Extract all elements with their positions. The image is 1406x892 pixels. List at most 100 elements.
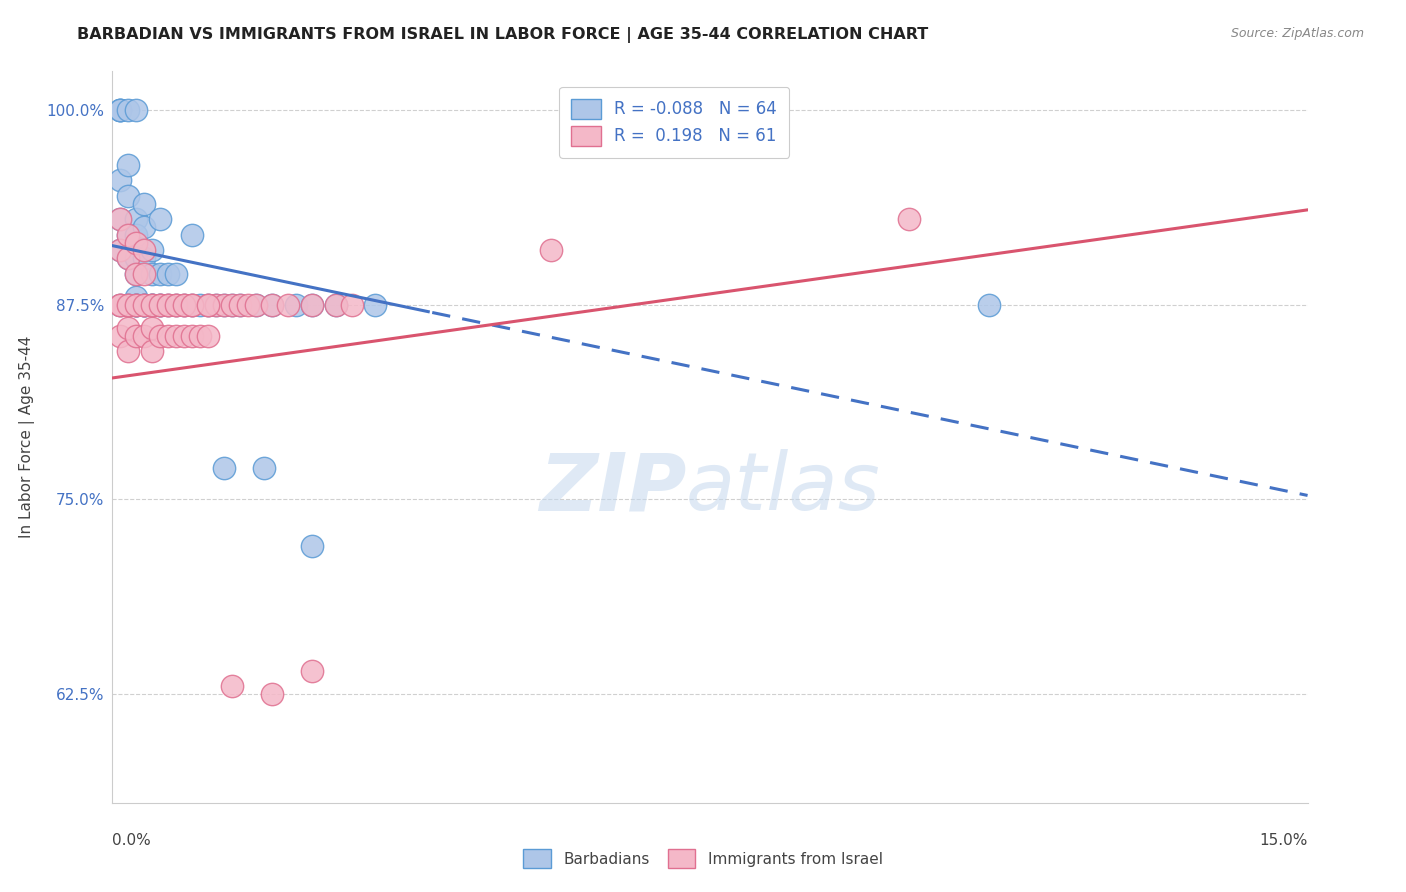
Point xyxy=(125,298,148,312)
Point xyxy=(173,329,195,343)
Point xyxy=(340,298,363,312)
Point xyxy=(173,298,195,312)
Point xyxy=(141,244,163,258)
Point xyxy=(165,298,187,312)
Point xyxy=(149,212,172,227)
Point xyxy=(110,298,132,312)
Point xyxy=(364,298,387,312)
Point xyxy=(173,298,195,312)
Point xyxy=(110,298,132,312)
Point xyxy=(181,298,204,312)
Point xyxy=(260,298,283,312)
Point xyxy=(110,103,132,118)
Point xyxy=(141,298,163,312)
Point xyxy=(134,298,156,312)
Point xyxy=(125,329,148,343)
Point xyxy=(165,298,187,312)
Point xyxy=(117,227,139,242)
Point xyxy=(117,298,139,312)
Point xyxy=(181,329,204,343)
Point xyxy=(117,189,139,203)
Point xyxy=(110,173,132,187)
Point xyxy=(245,298,267,312)
Point xyxy=(181,298,204,312)
Point xyxy=(141,298,163,312)
Point xyxy=(277,298,299,312)
Point xyxy=(134,244,156,258)
Point xyxy=(117,298,139,312)
Point xyxy=(117,321,139,335)
Point xyxy=(141,321,163,335)
Point xyxy=(141,298,163,312)
Point xyxy=(125,212,148,227)
Point xyxy=(141,298,163,312)
Point xyxy=(188,329,211,343)
Point xyxy=(165,267,187,281)
Point xyxy=(110,329,132,343)
Point xyxy=(181,298,204,312)
Point xyxy=(325,298,347,312)
Point xyxy=(125,298,148,312)
Point xyxy=(141,344,163,359)
Point xyxy=(117,298,139,312)
Point xyxy=(165,329,187,343)
Text: Source: ZipAtlas.com: Source: ZipAtlas.com xyxy=(1230,27,1364,40)
Point xyxy=(540,244,562,258)
Point xyxy=(117,298,139,312)
Text: atlas: atlas xyxy=(686,450,882,527)
Point xyxy=(134,298,156,312)
Point xyxy=(212,298,235,312)
Point xyxy=(149,267,172,281)
Point xyxy=(149,298,172,312)
Point xyxy=(110,244,132,258)
Point xyxy=(260,298,283,312)
Point xyxy=(165,298,187,312)
Point xyxy=(301,664,323,678)
Point xyxy=(141,298,163,312)
Point xyxy=(125,227,148,242)
Point xyxy=(212,298,235,312)
Point xyxy=(110,103,132,118)
Point xyxy=(110,244,132,258)
Point xyxy=(125,235,148,250)
Point xyxy=(229,298,252,312)
Point xyxy=(157,267,180,281)
Point xyxy=(205,298,228,312)
Point xyxy=(117,103,139,118)
Point xyxy=(157,298,180,312)
Point xyxy=(134,329,156,343)
Legend: Barbadians, Immigrants from Israel: Barbadians, Immigrants from Israel xyxy=(516,841,890,875)
Point xyxy=(149,298,172,312)
Point xyxy=(134,196,156,211)
Point xyxy=(205,298,228,312)
Point xyxy=(188,298,211,312)
Point xyxy=(117,344,139,359)
Point xyxy=(197,298,219,312)
Text: BARBADIAN VS IMMIGRANTS FROM ISRAEL IN LABOR FORCE | AGE 35-44 CORRELATION CHART: BARBADIAN VS IMMIGRANTS FROM ISRAEL IN L… xyxy=(77,27,928,43)
Text: 15.0%: 15.0% xyxy=(1260,833,1308,848)
Point xyxy=(157,298,180,312)
Text: 0.0%: 0.0% xyxy=(112,833,152,848)
Y-axis label: In Labor Force | Age 35-44: In Labor Force | Age 35-44 xyxy=(20,336,35,538)
Point xyxy=(619,103,641,118)
Point xyxy=(221,679,243,693)
Point xyxy=(134,298,156,312)
Point xyxy=(110,212,132,227)
Point xyxy=(197,298,219,312)
Point xyxy=(284,298,307,312)
Point xyxy=(253,461,276,475)
Point xyxy=(236,298,259,312)
Point xyxy=(134,298,156,312)
Point xyxy=(157,329,180,343)
Point xyxy=(181,227,204,242)
Point xyxy=(260,687,283,701)
Point xyxy=(125,298,148,312)
Point xyxy=(134,298,156,312)
Point xyxy=(149,298,172,312)
Point xyxy=(197,329,219,343)
Point xyxy=(125,267,148,281)
Text: ZIP: ZIP xyxy=(538,450,686,527)
Point xyxy=(125,251,148,265)
Point xyxy=(117,251,139,265)
Point xyxy=(977,298,1000,312)
